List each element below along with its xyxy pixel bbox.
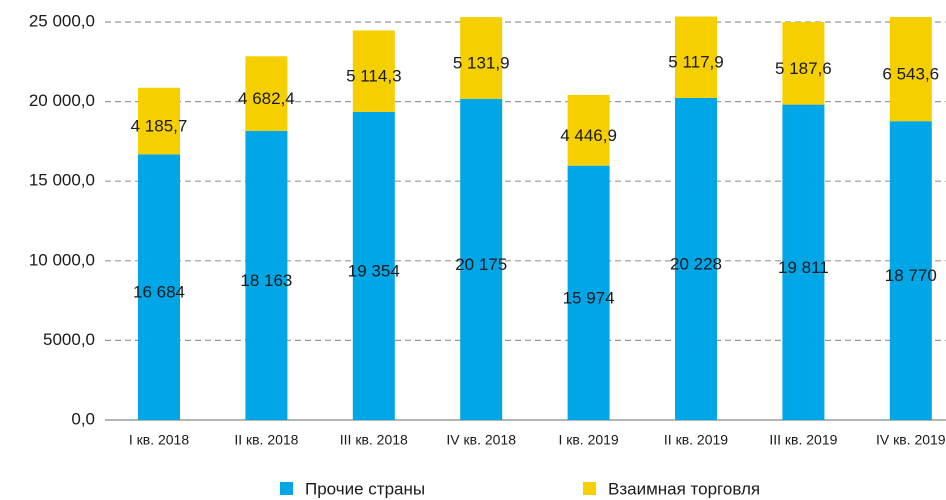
value-label: 18 163 [240,271,292,290]
value-label: 4 185,7 [131,117,188,136]
y-tick-label: 15 000,0 [29,171,95,190]
y-tick-label: 5000,0 [43,330,95,349]
value-label: 15 974 [563,288,615,307]
legend-label: Прочие страны [305,479,425,498]
bar-segment [352,30,395,112]
legend-swatch [280,482,293,495]
bar-segment [889,121,932,420]
value-label: 6 543,6 [882,65,939,84]
value-label: 16 684 [133,283,185,302]
bar-segment [782,22,825,105]
value-label: 19 811 [778,258,829,277]
value-label: 20 228 [670,254,722,273]
value-label: 19 354 [348,261,400,280]
x-tick-label: I кв. 2018 [129,432,189,448]
bar-segment [138,87,180,155]
value-label: 5 117,9 [668,53,723,72]
x-tick-label: III кв. 2019 [769,432,837,448]
value-label: 5 114,3 [346,67,401,86]
x-tick-label: IV кв. 2019 [876,432,946,448]
x-tick-label: I кв. 2019 [558,432,618,448]
value-label: 5 187,6 [775,59,832,78]
bar-segment [460,98,503,421]
value-label: 5 131,9 [453,53,510,72]
x-tick-label: III кв. 2018 [340,432,408,448]
bar-segment [675,16,717,98]
bar-segment [245,56,288,131]
legend-swatch [583,482,596,495]
bar-segment [245,130,288,421]
bar-segment [352,111,395,420]
y-tick-label: 0,0 [71,409,95,428]
value-label: 4 446,9 [560,126,617,145]
y-tick-label: 20 000,0 [29,91,95,110]
x-tick-label: IV кв. 2018 [446,432,516,448]
x-tick-label: II кв. 2019 [664,432,728,448]
y-tick-label: 10 000,0 [29,250,95,269]
y-tick-label: 25 000,0 [29,11,95,30]
bar-segment [138,154,180,420]
bar-segment [567,94,610,166]
bar-segment [889,17,932,122]
bar-segment [782,104,825,420]
value-label: 18 770 [885,266,937,285]
bar-segment [460,17,503,99]
value-label: 20 175 [455,255,507,274]
legend-label: Взаимная торговля [608,479,760,498]
x-tick-label: II кв. 2018 [234,432,298,448]
bar-segment [675,97,717,420]
bar-segment [567,165,610,420]
value-label: 4 682,4 [238,89,295,108]
